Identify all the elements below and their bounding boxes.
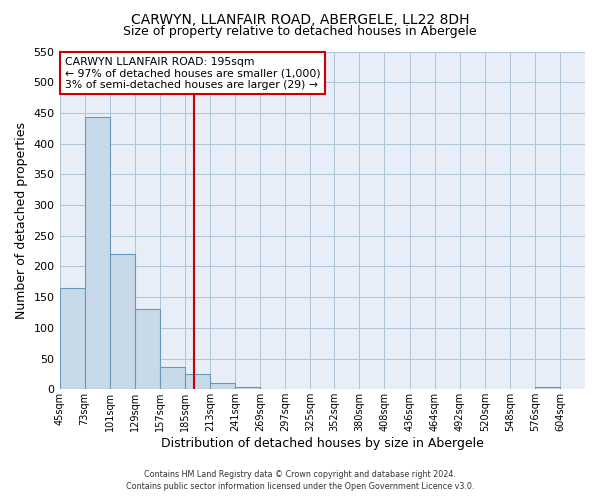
Text: CARWYN, LLANFAIR ROAD, ABERGELE, LL22 8DH: CARWYN, LLANFAIR ROAD, ABERGELE, LL22 8D… bbox=[131, 12, 469, 26]
Bar bbox=[235, 388, 260, 390]
Bar bbox=[110, 254, 135, 390]
Bar bbox=[85, 117, 110, 390]
Text: CARWYN LLANFAIR ROAD: 195sqm
← 97% of detached houses are smaller (1,000)
3% of : CARWYN LLANFAIR ROAD: 195sqm ← 97% of de… bbox=[65, 56, 320, 90]
Bar bbox=[334, 388, 359, 390]
Bar bbox=[535, 388, 560, 390]
Bar bbox=[260, 388, 285, 390]
Text: Contains HM Land Registry data © Crown copyright and database right 2024.
Contai: Contains HM Land Registry data © Crown c… bbox=[126, 470, 474, 491]
Bar bbox=[210, 383, 235, 390]
Bar bbox=[185, 374, 210, 390]
Y-axis label: Number of detached properties: Number of detached properties bbox=[15, 122, 28, 319]
X-axis label: Distribution of detached houses by size in Abergele: Distribution of detached houses by size … bbox=[161, 437, 484, 450]
Text: Size of property relative to detached houses in Abergele: Size of property relative to detached ho… bbox=[123, 25, 477, 38]
Bar bbox=[59, 288, 85, 390]
Bar bbox=[160, 366, 185, 390]
Bar bbox=[135, 310, 160, 390]
